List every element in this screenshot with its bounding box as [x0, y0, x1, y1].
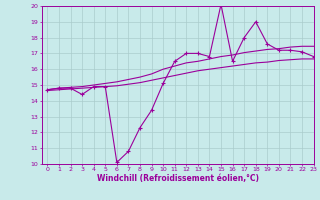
X-axis label: Windchill (Refroidissement éolien,°C): Windchill (Refroidissement éolien,°C) [97, 174, 259, 183]
